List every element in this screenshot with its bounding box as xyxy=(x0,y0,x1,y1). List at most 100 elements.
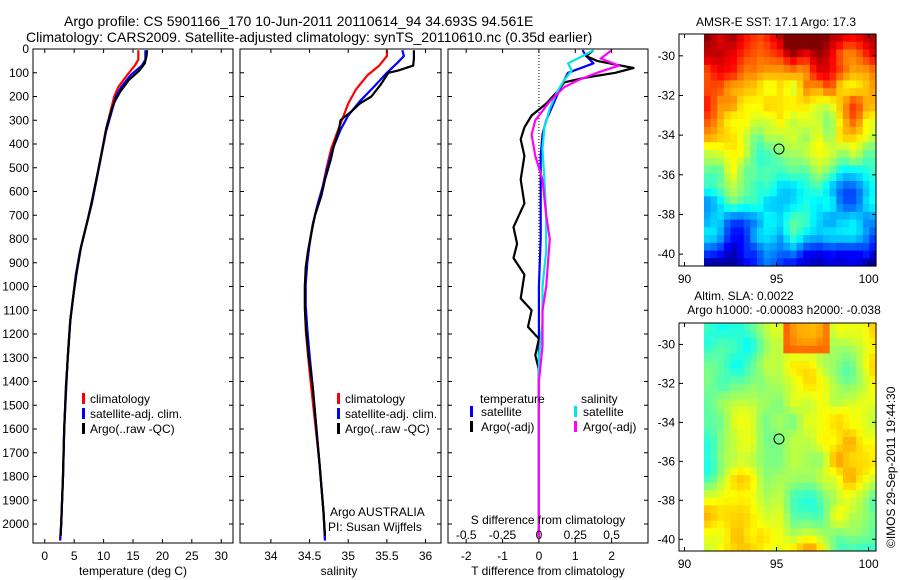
heatmap-cell xyxy=(743,345,751,354)
heatmap-cell xyxy=(803,437,811,446)
heatmap-cell xyxy=(849,421,857,430)
heatmap-cell xyxy=(737,165,745,174)
heatmap-cell xyxy=(862,34,870,43)
heatmap-cell xyxy=(730,475,738,484)
heatmap-cell xyxy=(750,173,758,182)
y-tick-label: 200 xyxy=(9,90,29,104)
heatmap-cell xyxy=(790,383,798,392)
heatmap-cell xyxy=(723,361,732,370)
heatmap-cell xyxy=(704,513,712,522)
heatmap-cell xyxy=(750,188,758,197)
heatmap-cell xyxy=(723,459,732,468)
heatmap-cell xyxy=(743,134,751,143)
heatmap-cell xyxy=(869,376,877,385)
x-tick-label: 15 xyxy=(126,549,140,563)
heatmap-cell xyxy=(783,543,791,552)
heatmap-cell xyxy=(723,482,732,491)
heatmap-cell xyxy=(737,142,745,151)
heatmap-cell xyxy=(809,227,818,236)
heatmap-cell xyxy=(723,188,732,197)
heatmap-cell xyxy=(869,520,877,529)
heatmap-cell xyxy=(869,134,877,143)
heatmap-cell xyxy=(717,227,725,236)
heatmap-cell xyxy=(710,173,718,182)
map-y-tick-label: -36 xyxy=(658,454,676,468)
heatmap-cell xyxy=(723,490,732,499)
heatmap-cell xyxy=(816,142,824,151)
heatmap-cell xyxy=(776,421,784,430)
y-tick-label: 600 xyxy=(9,185,29,199)
heatmap-cell xyxy=(796,543,804,552)
heatmap-cell xyxy=(783,219,791,228)
heatmap-cell xyxy=(717,444,725,453)
heatmap-cell xyxy=(790,34,798,43)
heatmap-cell xyxy=(869,353,877,362)
heatmap-cell xyxy=(842,219,851,228)
argo-program-annotation: Argo AUSTRALIA xyxy=(330,505,425,519)
heatmap-cell xyxy=(763,49,771,58)
heatmap-cell xyxy=(790,119,798,128)
heatmap-cell xyxy=(862,180,870,190)
heatmap-cell xyxy=(849,227,857,236)
heatmap-cell xyxy=(790,258,798,267)
heatmap-cell xyxy=(743,111,751,120)
heatmap-cell xyxy=(869,41,877,51)
heatmap-cell xyxy=(743,505,751,514)
heatmap-cell xyxy=(743,196,751,205)
heatmap-cell xyxy=(704,72,712,81)
heatmap-cell xyxy=(796,528,804,537)
heatmap-cell xyxy=(836,49,844,58)
heatmap-cell xyxy=(710,242,718,252)
heatmap-cell xyxy=(856,258,864,267)
heatmap-cell xyxy=(842,353,851,362)
heatmap-cell xyxy=(862,196,870,205)
heatmap-cell xyxy=(756,235,765,244)
y-tick-label: 800 xyxy=(9,232,29,246)
heatmap-cell xyxy=(743,204,751,213)
heatmap-cell xyxy=(836,437,844,446)
heatmap-cell xyxy=(836,361,844,370)
heatmap-cell xyxy=(723,57,732,66)
heatmap-cell xyxy=(737,459,745,468)
heatmap-cell xyxy=(842,173,851,182)
heatmap-cell xyxy=(756,543,765,552)
heatmap-cell xyxy=(849,219,857,228)
heatmap-cell xyxy=(783,383,791,392)
heatmap-cell xyxy=(869,142,877,151)
heatmap-cell xyxy=(803,242,811,252)
heatmap-cell xyxy=(776,459,784,468)
heatmap-cell xyxy=(809,414,818,423)
heatmap-cell xyxy=(829,429,837,438)
heatmap-cell xyxy=(776,180,784,190)
heatmap-cell xyxy=(803,330,811,339)
heatmap-cell xyxy=(717,150,725,159)
heatmap-cell xyxy=(823,459,831,468)
heatmap-cell xyxy=(816,258,824,267)
heatmap-cell xyxy=(783,242,791,252)
heatmap-cell xyxy=(842,459,851,468)
heatmap-cell xyxy=(750,34,758,43)
heatmap-cell xyxy=(823,227,831,236)
heatmap-cell xyxy=(743,414,751,423)
heatmap-cell xyxy=(717,429,725,438)
heatmap-cell xyxy=(756,188,765,197)
heatmap-cell xyxy=(849,323,857,332)
heatmap-cell xyxy=(756,41,765,51)
heatmap-cell xyxy=(776,406,784,415)
heatmap-cell xyxy=(803,80,811,89)
heatmap-cell xyxy=(770,72,778,81)
heatmap-cell xyxy=(783,103,791,112)
heatmap-cell xyxy=(790,520,798,529)
heatmap-cell xyxy=(704,459,712,468)
heatmap-cell xyxy=(776,391,784,400)
heatmap-cell xyxy=(704,49,712,58)
heatmap-cell xyxy=(750,513,758,522)
heatmap-cell xyxy=(809,528,818,537)
heatmap-cell xyxy=(836,41,844,51)
heatmap-cell xyxy=(763,361,771,370)
heatmap-cell xyxy=(869,173,877,182)
heatmap-cell xyxy=(849,103,857,112)
heatmap-cell xyxy=(717,330,725,339)
heatmap-cell xyxy=(770,490,778,499)
heatmap-cell xyxy=(737,150,745,159)
